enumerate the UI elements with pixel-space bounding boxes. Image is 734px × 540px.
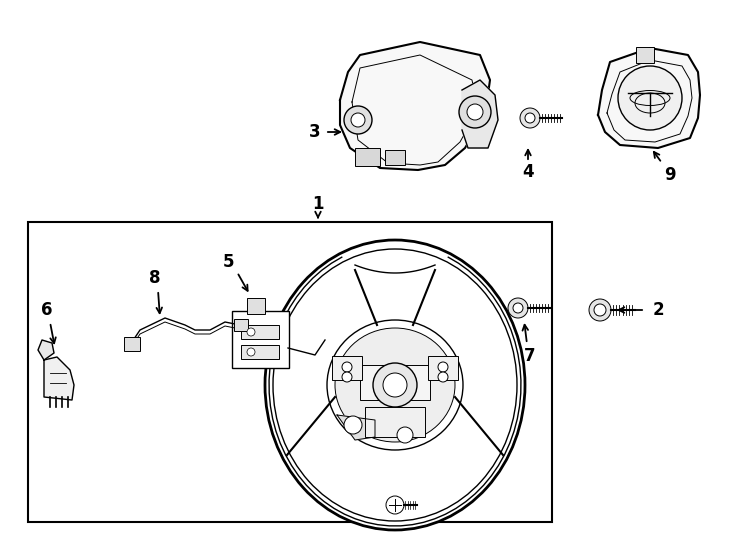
Bar — [28, 222, 552, 522]
Circle shape — [397, 427, 413, 443]
Circle shape — [383, 373, 407, 397]
Bar — [385, 150, 405, 165]
Circle shape — [520, 108, 540, 128]
Polygon shape — [44, 357, 74, 400]
Circle shape — [525, 113, 535, 123]
Circle shape — [589, 299, 611, 321]
Bar — [241, 325, 279, 339]
Bar — [241, 345, 279, 359]
Ellipse shape — [335, 328, 455, 442]
Circle shape — [467, 104, 483, 120]
FancyBboxPatch shape — [232, 311, 289, 368]
Polygon shape — [337, 415, 375, 440]
Circle shape — [459, 96, 491, 128]
Circle shape — [594, 304, 606, 316]
Ellipse shape — [265, 240, 525, 530]
Text: 6: 6 — [41, 301, 53, 319]
FancyBboxPatch shape — [332, 356, 362, 380]
Bar — [636, 47, 654, 63]
Text: 8: 8 — [149, 269, 161, 287]
Ellipse shape — [327, 320, 463, 450]
Polygon shape — [598, 48, 700, 148]
Circle shape — [508, 298, 528, 318]
Bar — [365, 407, 425, 437]
Text: 9: 9 — [664, 166, 676, 184]
Text: 3: 3 — [309, 123, 321, 141]
Bar — [234, 319, 248, 331]
Text: 2: 2 — [653, 301, 664, 319]
Circle shape — [342, 372, 352, 382]
Text: 5: 5 — [222, 253, 233, 271]
Polygon shape — [38, 340, 54, 360]
Circle shape — [351, 113, 365, 127]
Circle shape — [247, 348, 255, 356]
Text: 7: 7 — [524, 347, 536, 365]
Bar — [360, 365, 430, 400]
Text: 4: 4 — [522, 163, 534, 181]
Circle shape — [344, 416, 362, 434]
Circle shape — [438, 372, 448, 382]
FancyBboxPatch shape — [428, 356, 458, 380]
Circle shape — [247, 328, 255, 336]
Text: 1: 1 — [312, 195, 324, 213]
Circle shape — [342, 362, 352, 372]
Circle shape — [344, 106, 372, 134]
Bar — [247, 298, 265, 314]
Bar — [355, 148, 380, 166]
Circle shape — [618, 66, 682, 130]
Bar — [124, 337, 140, 351]
Circle shape — [513, 303, 523, 313]
Polygon shape — [340, 42, 490, 170]
Circle shape — [386, 496, 404, 514]
Circle shape — [373, 363, 417, 407]
Polygon shape — [462, 80, 498, 148]
Circle shape — [438, 362, 448, 372]
